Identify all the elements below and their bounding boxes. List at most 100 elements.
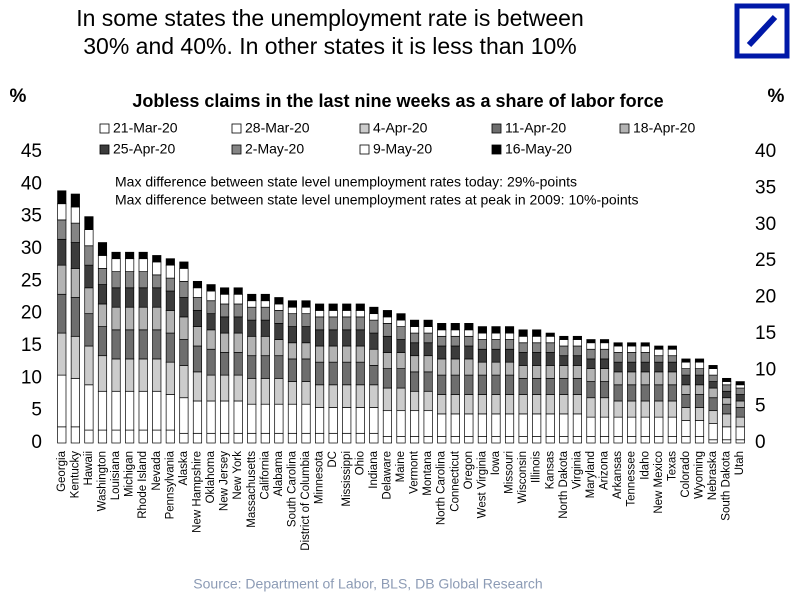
bar-segment	[355, 432, 365, 444]
chart-title: In some states the unemployment rate is …	[76, 5, 584, 31]
bar-segment	[84, 384, 94, 431]
bar-segment	[111, 306, 121, 331]
bar-segment	[627, 342, 637, 347]
bar-segment	[152, 329, 162, 360]
bar-segment	[233, 374, 243, 402]
bar-segment	[654, 355, 664, 363]
bar-segment	[369, 432, 379, 444]
y2-axis-label: %	[768, 86, 785, 107]
bar-segment	[206, 290, 216, 302]
x-tick-label: Washington	[97, 451, 109, 511]
bar-segment	[315, 361, 325, 386]
bar-segment	[708, 368, 718, 376]
bar-segment	[586, 381, 596, 399]
bar-segment	[477, 332, 487, 340]
bar-segment	[192, 297, 203, 311]
x-tick-label: District of Columbia	[300, 450, 312, 550]
x-tick-label: Montana	[422, 450, 434, 495]
bar-segment	[247, 300, 257, 308]
bar-segment	[410, 332, 420, 344]
bar-segment	[640, 361, 650, 373]
bar-segment	[437, 335, 447, 347]
bar-segment	[57, 190, 67, 205]
legend-swatch	[99, 144, 110, 155]
bar-segment	[437, 413, 447, 437]
legend-label: 4-Apr-20	[373, 120, 428, 136]
bar-segment	[220, 332, 230, 353]
y2-tick-label: 40	[755, 141, 776, 162]
bar-segment	[111, 390, 121, 431]
y2-tick-label: 25	[755, 250, 776, 271]
x-tick-label: Massachusetts	[246, 451, 258, 528]
y-axis-label: %	[10, 86, 27, 107]
bar-segment	[504, 374, 515, 395]
bar-segment	[627, 361, 637, 373]
bar-segment	[179, 316, 189, 340]
bar-segment	[396, 326, 406, 340]
bar-segment	[708, 439, 718, 444]
bar-segment	[274, 355, 284, 379]
x-tick-label: Wisconsin	[517, 451, 529, 503]
bar-segment	[694, 374, 705, 386]
bar-segment	[287, 313, 298, 327]
bar-segment	[84, 429, 94, 444]
bar-segment	[694, 436, 705, 444]
bar-segment	[599, 348, 610, 360]
x-tick-label: New Hampshire	[192, 451, 204, 533]
bar-segment	[260, 306, 270, 321]
bar-segment	[287, 306, 298, 315]
bar-segment	[355, 407, 365, 434]
x-tick-label: Nevada	[151, 450, 163, 490]
bar-segment	[84, 216, 94, 230]
bar-segment	[315, 384, 325, 408]
bar-segment	[423, 332, 433, 344]
logo	[734, 3, 790, 59]
bar-segment	[97, 326, 108, 357]
bar-segment	[735, 400, 745, 408]
bar-segment	[111, 251, 121, 260]
bar-segment	[179, 280, 189, 298]
y-tick-label: 25	[21, 270, 42, 291]
bar-segment	[342, 384, 352, 408]
bar-segment	[57, 219, 67, 240]
bar-segment	[233, 303, 243, 318]
bar-segment	[586, 416, 596, 437]
bar-segment	[165, 394, 175, 431]
bar-segment	[667, 436, 677, 444]
bar-segment	[450, 335, 460, 347]
bar-segment	[382, 335, 392, 353]
bar-segment	[84, 264, 94, 289]
bar-segment	[233, 332, 243, 353]
bar-segment	[491, 436, 501, 444]
bar-segment	[247, 335, 257, 357]
bar-segment	[328, 316, 338, 331]
bar-segment	[111, 429, 121, 444]
bar-segment	[423, 355, 433, 373]
x-tick-label: Nebraska	[707, 450, 719, 500]
bar-segment	[57, 293, 67, 334]
bar-segment	[681, 420, 691, 437]
bar-segment	[220, 287, 230, 295]
bar-segment	[572, 413, 582, 437]
bar-segment	[165, 310, 175, 334]
bar-segment	[599, 416, 610, 437]
y-tick-label: 5	[31, 400, 42, 421]
bar-segment	[97, 268, 108, 285]
bar-segment	[437, 358, 447, 376]
bar-segment	[708, 365, 718, 369]
bar-segment	[518, 436, 528, 444]
bar-segment	[382, 368, 392, 389]
legend-swatch	[231, 144, 242, 155]
bar-segment	[192, 345, 203, 373]
bar-segment	[342, 345, 352, 363]
bar-segment	[735, 407, 745, 418]
bar-segment	[274, 303, 284, 311]
bar-segment	[735, 439, 745, 444]
bar-segment	[545, 365, 555, 379]
bar-segment	[559, 365, 569, 379]
bar-segment	[247, 355, 257, 379]
bar-segment	[532, 352, 542, 366]
bar-segment	[355, 329, 365, 347]
bar-segment	[70, 426, 80, 444]
bar-segment	[152, 358, 162, 392]
